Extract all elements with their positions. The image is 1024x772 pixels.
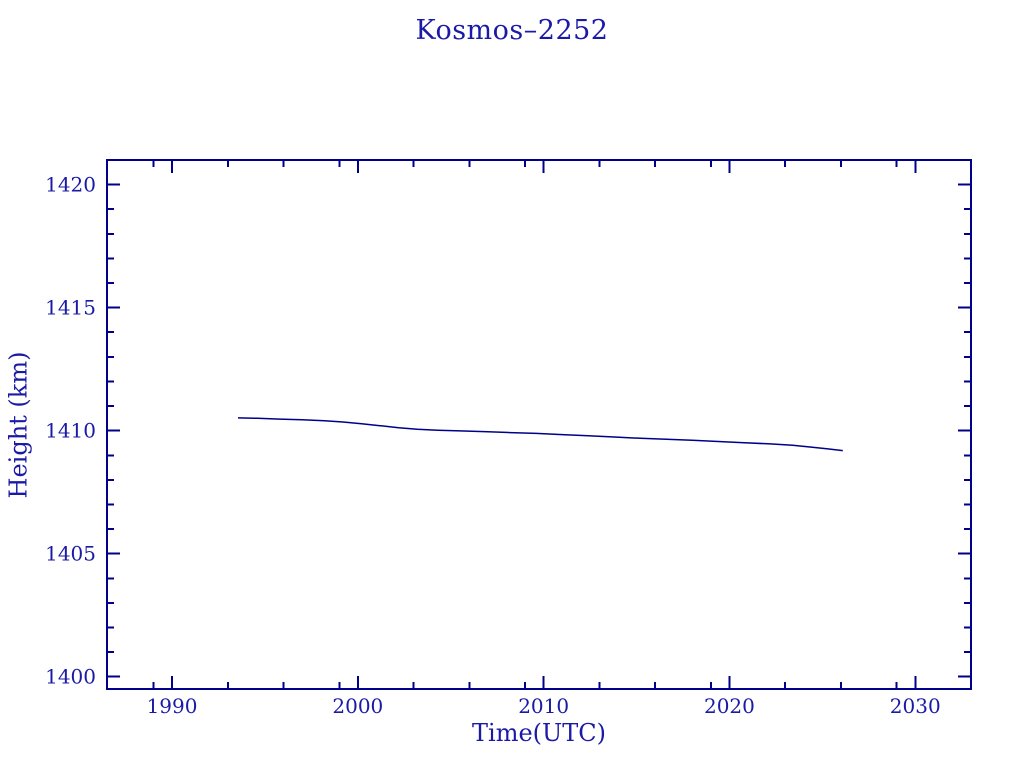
y-tick-label: 1410 <box>45 419 96 443</box>
y-tick-label: 1420 <box>45 173 96 197</box>
x-tick-label: 2000 <box>332 694 383 718</box>
x-tick-label: 2030 <box>890 694 941 718</box>
plot-frame <box>106 159 972 690</box>
y-tick-label: 1400 <box>45 665 96 689</box>
chart-title: Kosmos–2252 <box>415 15 609 46</box>
x-tick-label: 2010 <box>518 694 569 718</box>
y-axis-title: Height (km) <box>4 351 33 499</box>
y-tick-label: 1415 <box>45 296 96 320</box>
x-axis-title: Time(UTC) <box>472 719 606 747</box>
x-tick-label: 1990 <box>147 694 198 718</box>
y-tick-label: 1405 <box>45 542 96 566</box>
x-tick-label: 2020 <box>704 694 755 718</box>
series-line-orbital-height <box>237 417 843 452</box>
